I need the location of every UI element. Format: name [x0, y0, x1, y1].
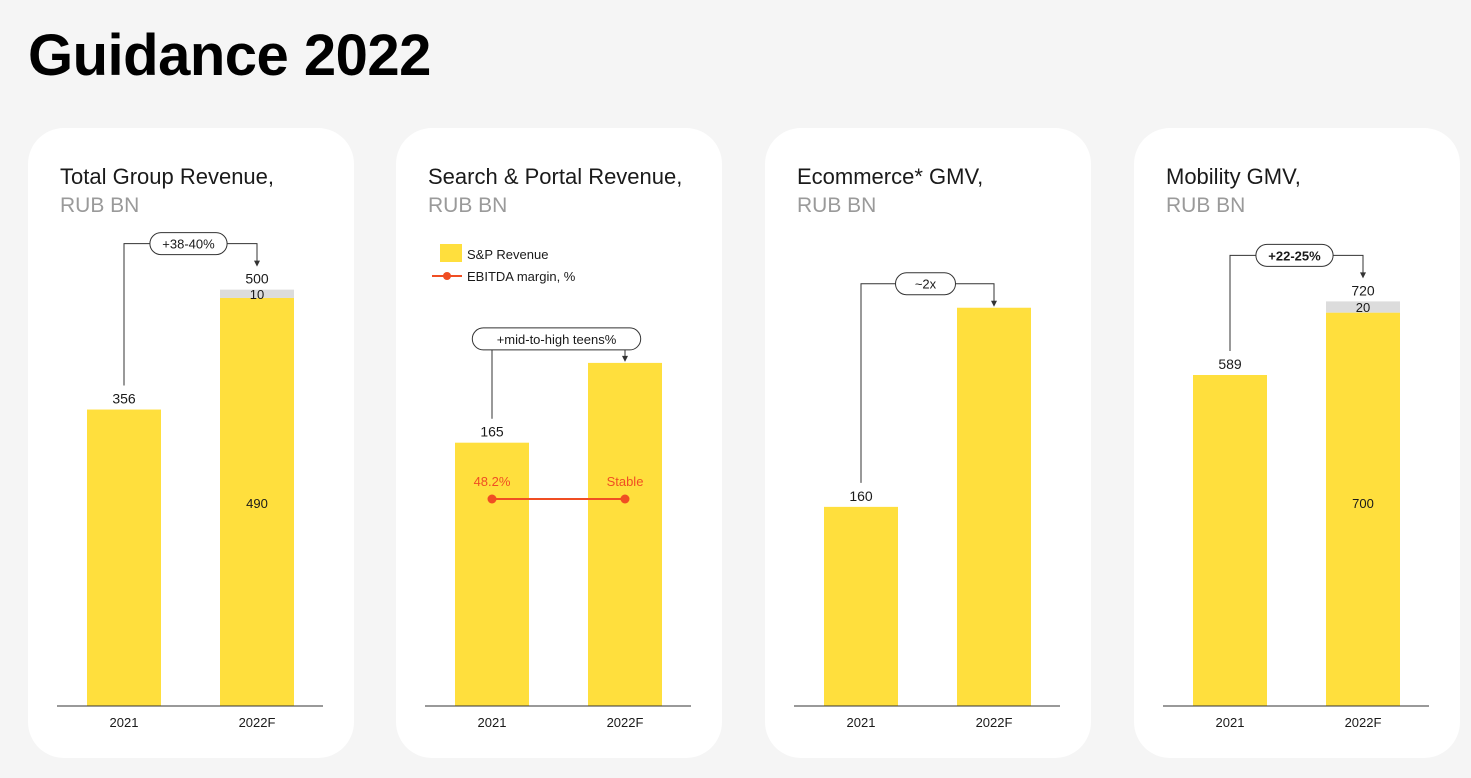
card-title: Total Group Revenue,: [60, 164, 275, 189]
growth-pill: [1255, 243, 1334, 267]
bar-2022f: [588, 362, 662, 706]
bar-2021: [1193, 375, 1267, 706]
card-title: Search & Portal Revenue,: [428, 164, 683, 189]
total-label: 720: [1351, 282, 1375, 298]
margin-point: [487, 494, 497, 504]
card-total-group-revenue: Total Group Revenue, RUB BN 356 2021 10 490…: [28, 128, 354, 758]
bar-2021: [824, 506, 898, 706]
total-label: 160: [849, 488, 873, 504]
card-unit: RUB BN: [1166, 194, 1246, 217]
growth-label: ~2x: [915, 277, 937, 292]
card-ecommerce-gmv: Ecommerce* GMV, RUB BN 160 2021 2022F ~2x: [765, 128, 1091, 758]
x-tick-label: 2021: [1216, 715, 1245, 730]
arrow-head-icon: [622, 355, 628, 362]
bar-2022f: [1326, 312, 1400, 706]
legend-bar-swatch: [440, 244, 462, 262]
x-tick-label: 2021: [110, 715, 139, 730]
legend-line-marker: [443, 272, 451, 280]
growth-label: +22-25%: [1268, 248, 1321, 263]
margin-point: [620, 494, 630, 504]
total-label: 356: [112, 391, 136, 407]
card-title: Ecommerce* GMV,: [797, 164, 984, 189]
extra-label: 10: [250, 287, 264, 302]
growth-label: +mid-to-high teens%: [497, 332, 617, 347]
arrow-head-icon: [991, 300, 997, 307]
x-tick-label: 2022F: [607, 715, 644, 730]
growth-pill: [895, 272, 956, 296]
bar-2021: [87, 409, 161, 706]
growth-pill: [471, 327, 642, 351]
bar-2022f: [957, 307, 1031, 706]
inner-label: 700: [1352, 496, 1374, 511]
total-label: 589: [1218, 356, 1242, 372]
card-title: Mobility GMV,: [1166, 164, 1301, 189]
total-label: 500: [245, 271, 269, 287]
card-unit: RUB BN: [60, 194, 140, 217]
extra-label: 20: [1356, 300, 1370, 315]
chart-mobility-gmv: 589 2021 20 700 720 2022F +22-25%: [1163, 243, 1429, 730]
growth-pill: [149, 232, 228, 256]
chart-search-portal-revenue: 165 2021 2022F +mid-to-high teens% S&P Reven…: [425, 244, 691, 730]
card-unit: RUB BN: [797, 194, 877, 217]
card-unit: RUB BN: [428, 194, 508, 217]
chart-ecommerce-gmv: 160 2021 2022F ~2x: [794, 272, 1060, 730]
growth-label: +38-40%: [162, 237, 215, 252]
bar-segment-additional: [220, 289, 294, 298]
card-search-portal-revenue: Search & Portal Revenue, RUB BN 165 2021 2…: [396, 128, 722, 758]
total-label: 165: [480, 424, 504, 440]
inner-label: 490: [246, 496, 268, 511]
arrow-head-icon: [254, 260, 260, 267]
margin-label: 48.2%: [474, 474, 511, 489]
bar-2021: [455, 442, 529, 706]
x-tick-label: 2022F: [976, 715, 1013, 730]
arrow-head-icon: [1360, 272, 1366, 279]
legend-line-label: EBITDA margin, %: [467, 269, 576, 284]
x-tick-label: 2021: [478, 715, 507, 730]
legend-bar-label: S&P Revenue: [467, 247, 548, 262]
margin-label: Stable: [607, 474, 644, 489]
card-mobility-gmv: Mobility GMV, RUB BN 589 2021 20 700 720 2022…: [1134, 128, 1460, 758]
page-title: Guidance 2022: [28, 23, 431, 88]
x-tick-label: 2021: [847, 715, 876, 730]
chart-total-group-revenue: 356 2021 10 490 500 2022F +38-40%: [57, 232, 323, 730]
x-tick-label: 2022F: [239, 715, 276, 730]
bar-segment-additional: [1326, 301, 1400, 313]
x-tick-label: 2022F: [1345, 715, 1382, 730]
bar-2022f: [220, 297, 294, 706]
